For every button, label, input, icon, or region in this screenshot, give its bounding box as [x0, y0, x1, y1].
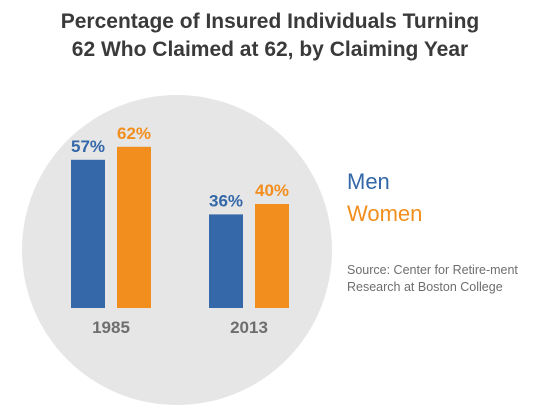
chart-title: Percentage of Insured Individuals Turnin…: [0, 8, 540, 64]
category-label-1985: 1985: [92, 318, 130, 337]
legend-item-men: Men: [347, 169, 390, 194]
bar-men-2013: [209, 214, 243, 308]
chart-title-line-2: 62 Who Claimed at 62, by Claiming Year: [71, 38, 469, 61]
value-label-women-1985: 62%: [117, 124, 151, 143]
bar-women-2013: [255, 204, 289, 308]
bar-women-1985: [117, 146, 151, 308]
legend-item-women: Women: [347, 201, 423, 226]
category-labels-group: 1985 2013: [92, 318, 268, 337]
chart-title-line-1: Percentage of Insured Individuals Turnin…: [60, 10, 480, 33]
source-note: Source: Center for Retire-ment Research …: [347, 263, 518, 294]
value-label-women-2013: 40%: [255, 181, 289, 200]
category-label-2013: 2013: [230, 318, 268, 337]
value-label-men-2013: 36%: [209, 191, 243, 210]
value-label-men-1985: 57%: [71, 137, 105, 156]
bars-group: [71, 146, 289, 308]
legend: Men Women: [347, 166, 422, 230]
value-labels-group: 57% 62% 36% 40%: [71, 124, 289, 211]
bar-men-1985: [71, 159, 105, 308]
